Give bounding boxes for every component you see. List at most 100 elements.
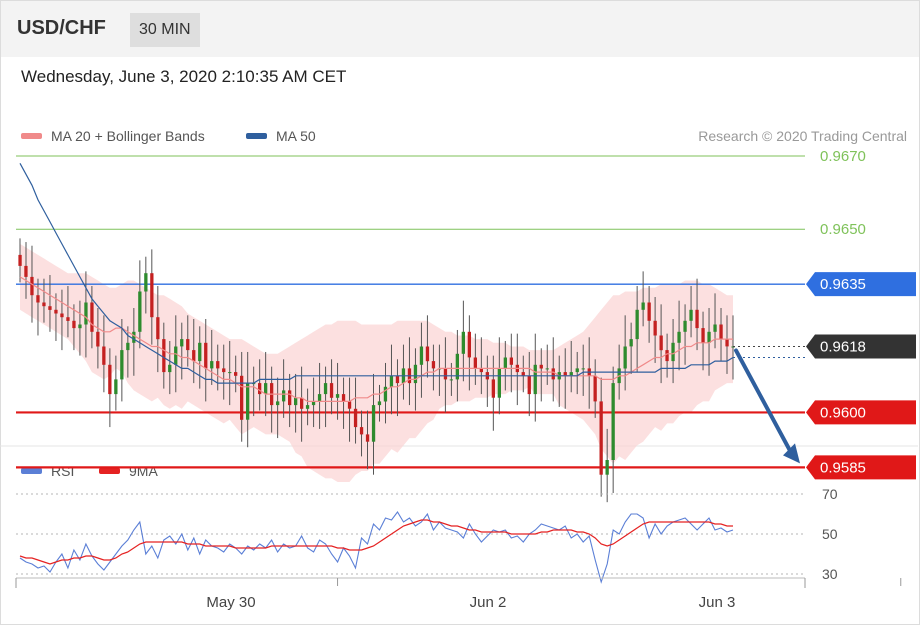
candle-body [228,372,232,374]
candle-body [72,320,76,329]
candle-body [593,375,597,402]
level-tag-0.9635 [806,272,916,297]
candle-body [96,331,100,347]
candle-body [713,324,717,332]
candle-body [126,342,130,351]
candle-body [431,361,436,369]
candle-body [108,364,112,395]
candle-body [174,346,178,365]
candle-body [132,331,136,343]
candle-body [102,346,106,365]
candle-body [461,331,465,354]
candle-body [192,350,196,362]
candle-body [311,401,316,406]
candle-body [725,339,729,347]
candle-body [30,276,34,296]
candle-body [731,346,735,348]
rsi-tick-50: 50 [822,526,838,542]
timeframe-button[interactable]: 30 MIN [130,13,200,47]
candle-body [162,339,166,373]
candle-body [539,364,543,369]
candle-body [353,408,358,428]
last-price-label: 0.9618 [820,338,866,355]
candle-body [90,302,94,332]
candle-body [234,372,238,376]
candle-body [114,379,118,395]
candle-body [647,302,651,321]
candle-body [473,357,477,369]
candle-body [282,390,286,402]
candle-body [216,361,220,369]
candle-body [276,401,280,406]
candle-body [563,372,567,376]
candle-body [198,342,202,362]
candle-body [695,309,699,329]
research-credit: Research © 2020 Trading Central [698,128,907,144]
candle-body [365,434,370,442]
candle-body [36,295,40,303]
candle-body [425,346,430,362]
candle-body [665,350,669,362]
time-label-Jun-3: Jun 3 [699,594,736,611]
level-label-0.9635: 0.9635 [820,276,866,293]
ma20-swatch [21,133,42,139]
legend-ma20: MA 20 + Bollinger Bands [21,128,205,144]
candle-body [677,331,681,343]
candle-body [120,350,124,380]
header-bar: USD/CHF 30 MIN [1,1,919,57]
candle-body [186,339,190,351]
candle-body [300,397,304,409]
candle-body [317,394,322,402]
time-label-Jun-2: Jun 2 [470,594,507,611]
candle-body [509,357,513,365]
candle-body [371,405,376,442]
candle-body [395,375,400,384]
candle-body [168,364,172,373]
candle-body [491,379,495,398]
level-tag-0.9600 [806,400,916,425]
candle-body [204,342,208,369]
candle-body [383,386,388,402]
candle-body [359,427,364,435]
candle-body [545,368,549,370]
candle-body [671,342,675,362]
candle-body [611,383,615,460]
candle-body [443,368,448,380]
candle-body [389,375,394,387]
candle-body [210,361,214,369]
candle-body [60,313,64,318]
candle-body [246,383,250,420]
candle-body [419,346,424,365]
candle-body [222,368,226,373]
candle-body [288,390,292,406]
candle-body [329,383,334,398]
last-price-tag [806,334,916,359]
rsi-swatch [21,468,42,474]
candle-body [42,302,46,307]
candle-body [18,254,22,266]
candle-body [569,372,573,376]
candle-body [575,368,579,373]
candle-body [66,317,70,321]
candle-body [294,397,298,406]
ma50-swatch [246,133,267,139]
bollinger-band [20,243,733,482]
rsi-panel: 70 50 30 [16,486,838,582]
forecast-arrow-shaft [734,348,794,457]
forecast-arrow-head [783,443,800,464]
candle-body [240,375,244,420]
candle-body [497,368,501,398]
candle-body [341,394,346,402]
candle-body [605,460,609,475]
candle-body [581,368,585,370]
candle-body [479,368,483,373]
candle-body [138,291,142,332]
candle-body [623,346,627,369]
timestamp: Wednesday, June 3, 2020 2:10:35 AM CET [21,67,347,86]
legend-ma50: MA 50 [246,128,316,144]
candle-body [467,331,471,358]
ma20-line [19,276,733,402]
candle-body [413,364,418,384]
candle-body [521,372,525,376]
